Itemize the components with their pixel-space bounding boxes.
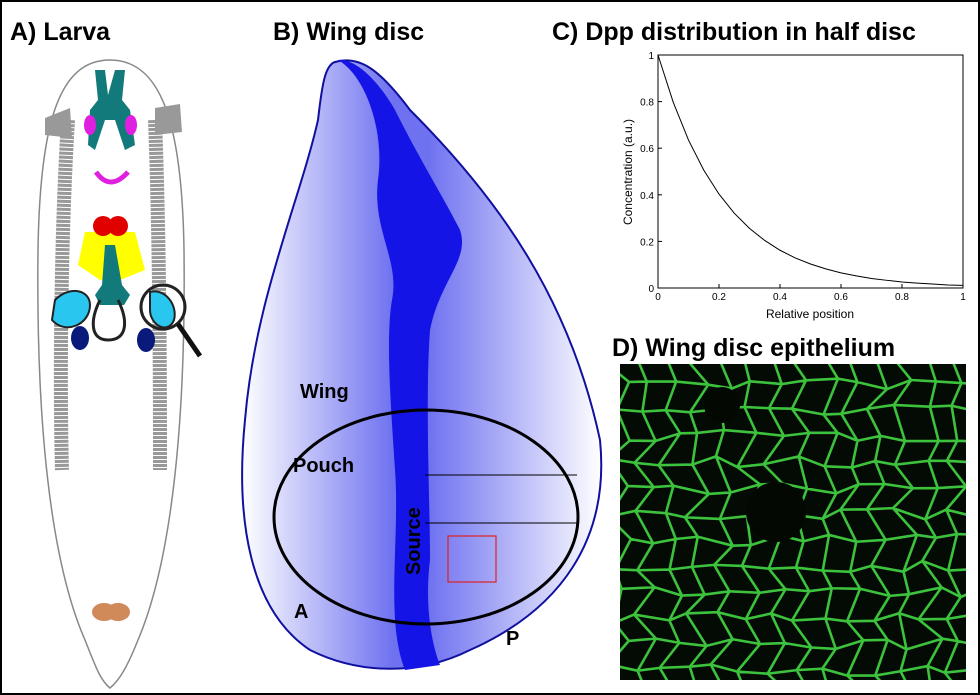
x-tick-label: 1 bbox=[960, 292, 966, 303]
y-tick-label: 0.4 bbox=[640, 191, 654, 202]
x-tick-label: 0 bbox=[655, 292, 661, 303]
region-label: Wing bbox=[300, 381, 349, 403]
region-label: P bbox=[506, 628, 519, 650]
panel-title: B) Wing disc bbox=[273, 18, 424, 46]
panel-title: A) Larva bbox=[10, 18, 111, 46]
dark-cell bbox=[746, 482, 806, 542]
chart-title: C) Dpp distribution in half disc bbox=[552, 18, 916, 46]
panel-title: D) Wing disc epithelium bbox=[612, 334, 895, 362]
x-tick-label: 0.4 bbox=[773, 292, 787, 303]
y-tick-label: 0 bbox=[648, 284, 654, 295]
region-label: Pouch bbox=[293, 455, 354, 477]
figure: A) Larva B) Wing disc Wing Pouch Source … bbox=[0, 0, 980, 695]
region-label: A bbox=[294, 601, 308, 623]
x-tick-label: 0.2 bbox=[712, 292, 726, 303]
region-label: Source bbox=[403, 507, 425, 575]
x-axis-label: Relative position bbox=[766, 307, 854, 321]
dark-cell bbox=[704, 387, 740, 423]
y-tick-label: 0.6 bbox=[640, 144, 654, 155]
x-tick-label: 0.8 bbox=[895, 292, 909, 303]
x-tick-label: 0.6 bbox=[834, 292, 848, 303]
page: A) Larva B) Wing disc Wing Pouch Source … bbox=[0, 0, 980, 695]
y-tick-label: 1 bbox=[648, 51, 654, 62]
y-tick-label: 0.2 bbox=[640, 237, 654, 248]
y-axis-label: Concentration (a.u.) bbox=[621, 119, 635, 225]
y-tick-label: 0.8 bbox=[640, 98, 654, 109]
